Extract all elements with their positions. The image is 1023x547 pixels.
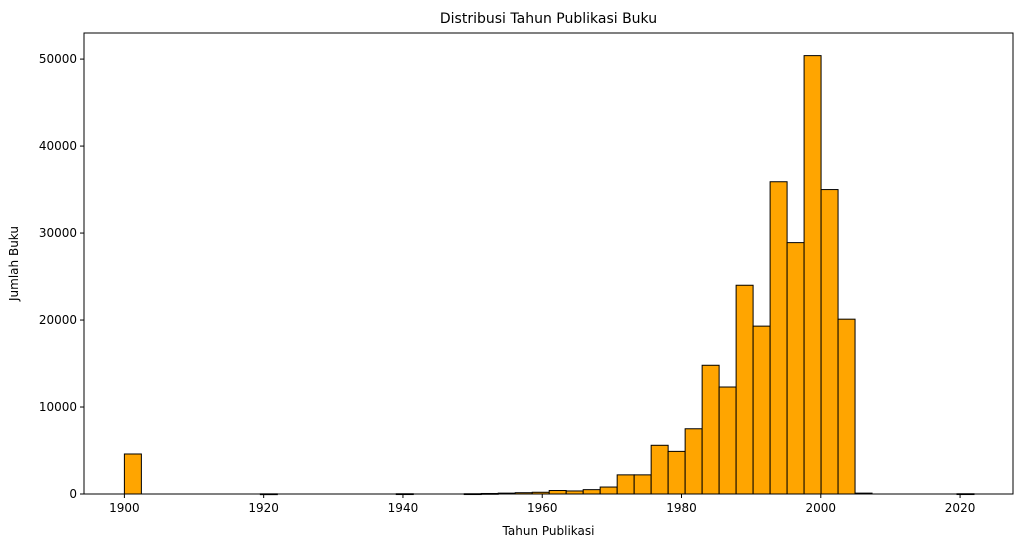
x-tick-label: 1980 — [666, 501, 697, 515]
x-axis-label: Tahun Publikasi — [502, 524, 595, 538]
histogram-bar — [786, 242, 805, 495]
x-tick-label: 2020 — [945, 501, 976, 515]
histogram-bar — [633, 474, 652, 495]
x-tick-label: 1940 — [388, 501, 419, 515]
histogram-bar — [616, 474, 635, 495]
histogram-bar — [735, 284, 754, 495]
histogram-bar — [599, 486, 618, 495]
x-tick-label: 2000 — [806, 501, 837, 515]
histogram-bar — [820, 189, 839, 495]
histogram-bar — [701, 364, 720, 495]
histogram-bar — [718, 386, 737, 495]
histogram-bar — [769, 181, 788, 495]
histogram-bar — [582, 489, 601, 495]
y-tick-label: 10000 — [39, 400, 77, 414]
histogram-bar — [548, 490, 567, 495]
x-axis-ticks: 1900 1920 1940 1960 1980 2000 2020 — [109, 494, 975, 515]
histogram-bar — [667, 450, 686, 495]
x-tick-label: 1900 — [109, 501, 140, 515]
y-tick-label: 0 — [69, 487, 77, 501]
y-axis-ticks: 0 10000 20000 30000 40000 50000 — [39, 52, 84, 501]
y-tick-label: 20000 — [39, 313, 77, 327]
y-axis-label: Jumlah Buku — [7, 226, 21, 302]
histogram-bar — [123, 453, 142, 495]
histogram-bar — [650, 444, 669, 495]
y-tick-label: 40000 — [39, 139, 77, 153]
y-tick-label: 30000 — [39, 226, 77, 240]
histogram-bar — [684, 428, 703, 495]
chart-title: Distribusi Tahun Publikasi Buku — [440, 11, 657, 27]
histogram-bar — [837, 318, 856, 495]
histogram-bar — [752, 325, 771, 495]
x-tick-label: 1920 — [248, 501, 279, 515]
plot-area-frame — [83, 32, 1014, 495]
y-tick-label: 50000 — [39, 52, 77, 66]
x-tick-label: 1960 — [527, 501, 558, 515]
histogram-bar — [803, 55, 822, 495]
